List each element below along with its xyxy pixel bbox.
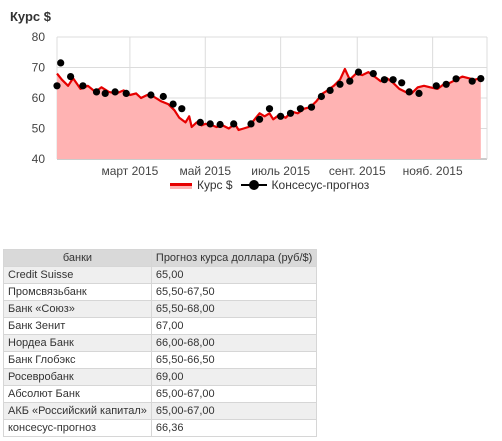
consensus-point: [169, 100, 177, 108]
table-body: Credit Suisse 65,00 Промсвязьбанк 65,50-67,…: [3, 266, 318, 437]
forecast-table: банки Прогноз курса доллара (руб/$) Cred…: [3, 249, 318, 437]
legend-swatch-consensus: [240, 180, 267, 190]
rate-line: [56, 67, 482, 132]
consensus-point: [468, 77, 476, 85]
consensus-point: [415, 89, 423, 97]
y-tick-label: 50: [32, 122, 46, 136]
consensus-point: [101, 89, 109, 97]
consensus-point: [122, 89, 130, 97]
forecast-value-cell: 66,36: [150, 419, 318, 437]
consensus-point: [147, 91, 155, 99]
consensus-point: [92, 88, 101, 96]
consensus-point: [432, 82, 440, 90]
bank-name-cell: Банк Зенит: [3, 317, 152, 335]
y-axis-ticks: 40 50 60 70 80: [32, 30, 46, 166]
table-row: Росевробанк 69,00: [3, 368, 318, 386]
forecast-value-cell: 65,00-67,00: [150, 402, 318, 420]
y-tick-label: 40: [32, 152, 46, 166]
rate-area-series: [56, 67, 482, 159]
bank-name-cell: Банк «Союз»: [3, 300, 152, 318]
forecast-value-cell: 69,00: [150, 368, 318, 386]
consensus-point: [230, 120, 238, 128]
table-row: консесус-прогноз 66,36: [3, 419, 318, 437]
chart-plot: 40 50 60 70 80 март 2015 май 2015 июль 2015 сен…: [32, 30, 488, 178]
chart-title: Курс $: [10, 9, 52, 24]
consensus-point: [256, 115, 264, 123]
y-tick-label: 70: [32, 61, 46, 75]
consensus-point: [265, 105, 274, 113]
consensus-point: [286, 109, 295, 117]
consensus-point: [346, 77, 354, 85]
consensus-point: [326, 86, 334, 94]
forecast-value-cell: 65,50-67,50: [150, 283, 318, 301]
consensus-point: [477, 75, 485, 83]
consensus-point: [389, 76, 397, 84]
consensus-point: [196, 118, 204, 126]
column-header-forecast: Прогноз курса доллара (руб/$): [150, 249, 318, 267]
chart-legend: Курс $ Консесус-прогноз: [170, 178, 369, 192]
column-header-bank: банки: [3, 249, 152, 267]
forecast-value-cell: 65,00: [150, 266, 318, 284]
x-tick-label: июль 2015: [251, 164, 310, 178]
consensus-point: [307, 103, 316, 111]
consensus-point: [159, 92, 167, 101]
consensus-point: [452, 75, 460, 83]
consensus-point: [247, 120, 255, 128]
y-tick-label: 60: [32, 91, 46, 105]
forecast-value-cell: 65,50-68,00: [150, 300, 318, 318]
table-row: Credit Suisse 65,00: [3, 266, 318, 284]
bank-name-cell: Credit Suisse: [3, 266, 152, 284]
consensus-point: [442, 80, 450, 88]
x-tick-label: май 2015: [179, 164, 231, 178]
consensus-dot-series: [53, 59, 485, 129]
bank-name-cell: Промсвязьбанк: [3, 283, 152, 301]
consensus-point: [111, 88, 119, 96]
consensus-point: [398, 79, 406, 87]
consensus-point: [206, 120, 214, 128]
consensus-point: [216, 120, 224, 129]
consensus-point: [405, 88, 413, 96]
table-row: Нордеа Банк 66,00-68,00: [3, 334, 318, 352]
legend-label-rate: Курс $: [197, 178, 233, 192]
table-row: АКБ «Российский капитал» 65,00-67,00: [3, 402, 318, 420]
legend-item-rate[interactable]: Курс $: [170, 178, 233, 192]
legend-label-consensus: Консесус-прогноз: [271, 178, 370, 192]
consensus-point: [57, 59, 65, 67]
bank-name-cell: АКБ «Российский капитал»: [3, 402, 152, 420]
bank-name-cell: Росевробанк: [3, 368, 152, 386]
table-row: Банк Зенит 67,00: [3, 317, 318, 335]
x-axis-ticks: март 2015 май 2015 июль 2015 сент. 2015 нояб…: [101, 164, 462, 178]
bank-name-cell: консесус-прогноз: [3, 419, 152, 437]
table-row: Промсвязьбанк 65,50-67,50: [3, 283, 318, 301]
y-tick-label: 80: [32, 30, 46, 44]
table-header-row: банки Прогноз курса доллара (руб/$): [3, 249, 318, 267]
consensus-point: [53, 82, 61, 90]
consensus-point: [178, 105, 186, 113]
consensus-point: [277, 112, 285, 120]
consensus-point: [354, 68, 363, 76]
consensus-point: [317, 92, 325, 101]
consensus-point: [67, 73, 75, 81]
forecast-value-cell: 65,00-67,00: [150, 385, 318, 403]
consensus-point: [336, 80, 344, 88]
consensus-point: [369, 70, 377, 78]
legend-item-consensus[interactable]: Консесус-прогноз: [240, 178, 370, 192]
table-row: Банк Глобэкс 65,50-66,50: [3, 351, 318, 369]
x-tick-label: март 2015: [101, 164, 158, 178]
forecast-value-cell: 66,00-68,00: [150, 334, 318, 352]
table-row: Абсолют Банк 65,00-67,00: [3, 385, 318, 403]
bank-name-cell: Нордеа Банк: [3, 334, 152, 352]
forecast-value-cell: 65,50-66,50: [150, 351, 318, 369]
consensus-point: [380, 76, 388, 84]
bank-name-cell: Абсолют Банк: [3, 385, 152, 403]
legend-swatch-rate: [170, 182, 192, 189]
consensus-point: [79, 82, 87, 90]
bank-name-cell: Банк Глобэкс: [3, 351, 152, 369]
forecast-value-cell: 67,00: [150, 317, 318, 335]
table-row: Банк «Союз» 65,50-68,00: [3, 300, 318, 318]
x-tick-label: сент. 2015: [329, 164, 386, 178]
x-tick-label: нояб. 2015: [403, 164, 463, 178]
consensus-point: [296, 105, 304, 113]
